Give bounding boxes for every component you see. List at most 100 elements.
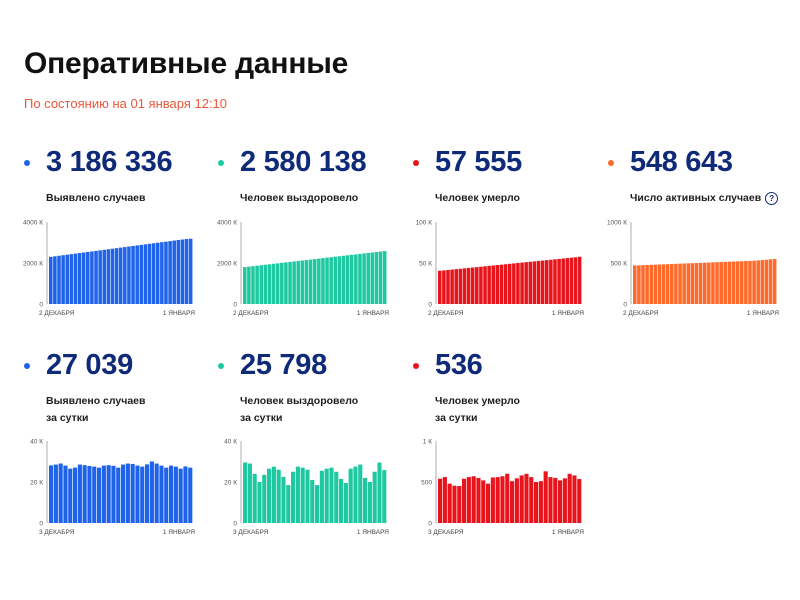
chart-bar[interactable] bbox=[372, 471, 377, 523]
chart-bar[interactable] bbox=[731, 261, 736, 304]
chart-bar[interactable] bbox=[304, 260, 309, 304]
chart-bar[interactable] bbox=[503, 264, 508, 304]
chart-bar[interactable] bbox=[540, 260, 545, 304]
chart-bar[interactable] bbox=[81, 252, 86, 305]
chart-bar[interactable] bbox=[286, 485, 291, 523]
chart-bar[interactable] bbox=[499, 264, 504, 304]
chart-bar[interactable] bbox=[180, 239, 185, 304]
chart-bar[interactable] bbox=[377, 462, 382, 523]
question-circle-icon[interactable]: ? bbox=[765, 192, 779, 205]
chart-bar[interactable] bbox=[324, 468, 329, 523]
chart-bar[interactable] bbox=[561, 258, 565, 304]
chart-bar[interactable] bbox=[475, 267, 479, 304]
chart-bar[interactable] bbox=[524, 473, 529, 523]
chart-bar[interactable] bbox=[102, 249, 107, 304]
chart-bar[interactable] bbox=[549, 259, 553, 304]
chart-bar[interactable] bbox=[562, 478, 567, 523]
chart-bar[interactable] bbox=[281, 476, 286, 524]
chart-bar[interactable] bbox=[353, 466, 358, 524]
chart-bar[interactable] bbox=[151, 243, 156, 304]
chart-bar[interactable] bbox=[176, 240, 181, 304]
chart-bar[interactable] bbox=[519, 475, 524, 523]
chart-bar[interactable] bbox=[312, 259, 317, 304]
chart-bar[interactable] bbox=[471, 476, 476, 523]
chart-bar[interactable] bbox=[544, 260, 549, 304]
chart-bar[interactable] bbox=[280, 262, 284, 304]
chart-bar[interactable] bbox=[154, 463, 159, 523]
chart-bar[interactable] bbox=[243, 462, 248, 523]
chart-bar[interactable] bbox=[378, 251, 383, 304]
chart-bar[interactable] bbox=[257, 482, 262, 523]
chart-bar[interactable] bbox=[139, 244, 144, 304]
chart-bar[interactable] bbox=[358, 464, 363, 523]
chart-bar[interactable] bbox=[130, 463, 135, 523]
chart-bar[interactable] bbox=[490, 477, 495, 523]
chart-bar[interactable] bbox=[645, 264, 649, 304]
chart-bar[interactable] bbox=[532, 261, 537, 304]
chart-bar[interactable] bbox=[110, 248, 115, 304]
chart-bar[interactable] bbox=[483, 266, 487, 304]
chart-bar[interactable] bbox=[768, 259, 773, 304]
chart-bar[interactable] bbox=[172, 240, 176, 304]
chart-bar[interactable] bbox=[164, 241, 168, 304]
chart-bar[interactable] bbox=[127, 246, 131, 304]
chart-bar[interactable] bbox=[674, 263, 678, 304]
chart-bar[interactable] bbox=[487, 265, 491, 304]
chart-bar[interactable] bbox=[61, 255, 65, 304]
chart-bar[interactable] bbox=[106, 465, 111, 523]
chart-bar[interactable] bbox=[744, 261, 748, 304]
chart-bar[interactable] bbox=[723, 261, 728, 304]
chart-bar[interactable] bbox=[296, 260, 301, 304]
chart-bar[interactable] bbox=[370, 252, 375, 304]
chart-bar[interactable] bbox=[143, 244, 148, 304]
chart-bar[interactable] bbox=[486, 483, 491, 523]
chart-bar[interactable] bbox=[536, 260, 541, 304]
chart-bar[interactable] bbox=[68, 468, 73, 523]
chart-bar[interactable] bbox=[49, 465, 54, 523]
chart-bar[interactable] bbox=[572, 475, 577, 523]
chart-bar[interactable] bbox=[173, 466, 178, 524]
chart-bar[interactable] bbox=[188, 467, 193, 523]
chart-bar[interactable] bbox=[438, 270, 442, 304]
chart-bar[interactable] bbox=[168, 241, 172, 304]
chart-bar[interactable] bbox=[73, 253, 78, 304]
chart-bar[interactable] bbox=[649, 264, 653, 304]
chart-bar[interactable] bbox=[739, 261, 744, 304]
chart-bar[interactable] bbox=[665, 264, 670, 304]
chart-bar[interactable] bbox=[374, 252, 379, 304]
chart-bar[interactable] bbox=[529, 477, 534, 523]
chart-bar[interactable] bbox=[354, 254, 358, 304]
chart-bar[interactable] bbox=[450, 269, 454, 304]
chart-bar[interactable] bbox=[690, 263, 695, 304]
chart-bar[interactable] bbox=[756, 260, 760, 304]
chart-bar[interactable] bbox=[125, 463, 130, 523]
chart-bar[interactable] bbox=[86, 251, 90, 304]
chart-bar[interactable] bbox=[317, 258, 321, 304]
chart-bar[interactable] bbox=[183, 466, 188, 523]
chart-bar[interactable] bbox=[92, 466, 97, 524]
chart-bar[interactable] bbox=[548, 477, 553, 523]
chart-bar[interactable] bbox=[752, 260, 756, 304]
chart-bar[interactable] bbox=[382, 251, 387, 304]
chart-bar[interactable] bbox=[569, 257, 574, 304]
chart-bar[interactable] bbox=[271, 263, 276, 304]
chart-bar[interactable] bbox=[462, 268, 467, 304]
chart-bar[interactable] bbox=[466, 267, 471, 304]
chart-bar[interactable] bbox=[98, 250, 102, 304]
chart-bar[interactable] bbox=[637, 265, 641, 304]
chart-bar[interactable] bbox=[458, 268, 463, 304]
chart-bar[interactable] bbox=[442, 270, 446, 304]
chart-bar[interactable] bbox=[520, 262, 524, 304]
chart-bar[interactable] bbox=[321, 258, 325, 304]
chart-bar[interactable] bbox=[764, 259, 769, 304]
chart-bar[interactable] bbox=[457, 486, 462, 523]
chart-bar[interactable] bbox=[470, 267, 475, 304]
chart-bar[interactable] bbox=[362, 253, 366, 304]
chart-bar[interactable] bbox=[135, 465, 140, 523]
chart-bar[interactable] bbox=[135, 245, 139, 304]
chart-bar[interactable] bbox=[73, 467, 78, 523]
chart-bar[interactable] bbox=[111, 465, 116, 523]
chart-bar[interactable] bbox=[682, 263, 686, 304]
chart-bar[interactable] bbox=[543, 471, 548, 523]
chart-bar[interactable] bbox=[252, 473, 257, 523]
